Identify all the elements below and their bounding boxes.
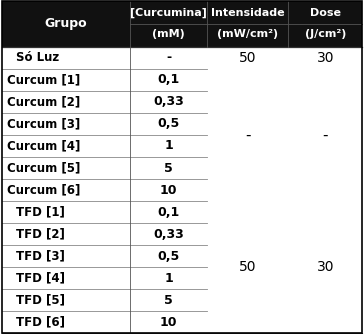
Text: TFD [6]: TFD [6] (16, 316, 65, 329)
Text: Curcum [1]: Curcum [1] (7, 73, 80, 86)
Text: -: - (245, 128, 250, 142)
Text: 1: 1 (164, 272, 173, 285)
Text: TFD [3]: TFD [3] (16, 250, 65, 263)
Text: 0,33: 0,33 (153, 96, 184, 108)
Text: 50: 50 (239, 51, 257, 65)
Text: 0,5: 0,5 (157, 250, 179, 263)
Text: 30: 30 (316, 260, 334, 274)
Text: -: - (323, 128, 328, 142)
Text: 30: 30 (316, 51, 334, 65)
Text: 0,1: 0,1 (157, 206, 179, 218)
Text: 0,5: 0,5 (157, 118, 179, 130)
Text: [Curcumina]: [Curcumina] (130, 8, 207, 18)
Text: -: - (166, 51, 171, 64)
Text: TFD [5]: TFD [5] (16, 294, 65, 307)
Text: Curcum [2]: Curcum [2] (7, 96, 80, 108)
Text: 10: 10 (160, 316, 177, 329)
Text: Curcum [4]: Curcum [4] (7, 140, 80, 152)
Text: Intensidade: Intensidade (211, 8, 285, 18)
Text: (mW/cm²): (mW/cm²) (217, 29, 278, 39)
Text: 5: 5 (164, 162, 173, 174)
Text: (J/cm²): (J/cm²) (305, 29, 346, 39)
Text: TFD [4]: TFD [4] (16, 272, 65, 285)
Text: Dose: Dose (310, 8, 341, 18)
Text: Curcum [6]: Curcum [6] (7, 184, 80, 196)
Text: TFD [2]: TFD [2] (16, 228, 65, 240)
Bar (2, 1, 362, 47)
Text: 5: 5 (164, 294, 173, 307)
Text: Só Luz: Só Luz (16, 51, 59, 64)
Text: Grupo: Grupo (44, 17, 87, 30)
Bar (2, 47, 362, 333)
Text: 0,1: 0,1 (157, 73, 179, 86)
Text: Curcum [3]: Curcum [3] (7, 118, 80, 130)
Text: Curcum [5]: Curcum [5] (7, 162, 80, 174)
Text: 50: 50 (239, 260, 257, 274)
Text: (mM): (mM) (152, 29, 185, 39)
Text: 0,33: 0,33 (153, 228, 184, 240)
Text: 1: 1 (164, 140, 173, 152)
Text: 10: 10 (160, 184, 177, 196)
Text: TFD [1]: TFD [1] (16, 206, 65, 218)
